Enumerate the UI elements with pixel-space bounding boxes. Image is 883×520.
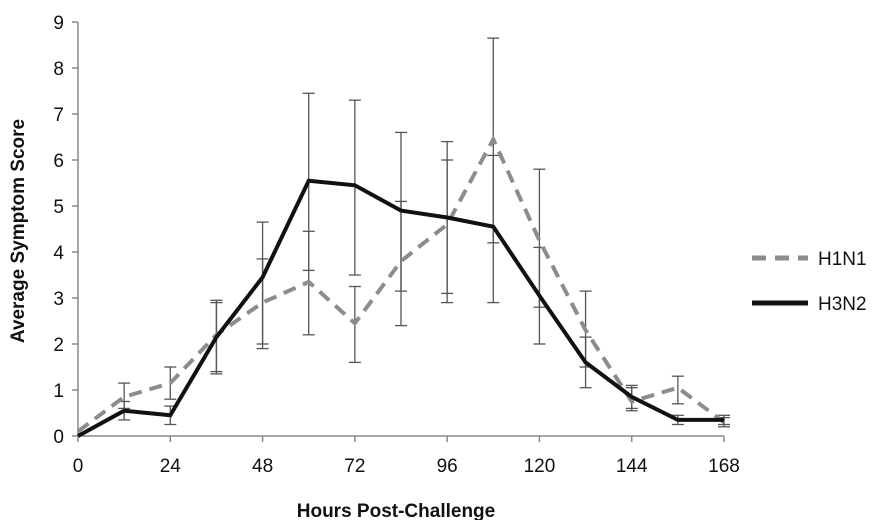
error-bar-h3n2 [348, 99, 361, 276]
x-tick-label: 144 [616, 456, 648, 477]
y-tick-label: 2 [53, 335, 64, 356]
error-bar-h1n1 [671, 375, 684, 405]
x-tick-label: 48 [252, 456, 273, 477]
error-bar-h3n2 [441, 159, 454, 295]
x-tick-label: 96 [437, 456, 458, 477]
error-bar-h3n2 [256, 221, 269, 345]
y-tick-label: 1 [53, 381, 64, 402]
y-tick-label: 9 [53, 13, 64, 34]
error-bar-h3n2 [395, 131, 407, 327]
y-axis-title: Average Symptom Score [8, 119, 29, 343]
x-tick-label: 72 [344, 456, 365, 477]
error-bars [118, 37, 730, 428]
y-tick-label: 3 [53, 289, 64, 310]
legend: H1N1 H3N2 [752, 249, 867, 315]
x-tick-label: 168 [708, 456, 740, 477]
series-lines [76, 134, 726, 438]
axes [72, 21, 725, 442]
y-tick-label: 4 [53, 243, 64, 264]
legend-label-h1n1: H1N1 [818, 249, 867, 270]
legend-label-h3n2: H3N2 [818, 294, 867, 315]
x-axis-title: Hours Post-Challenge [297, 501, 495, 520]
y-tick-label: 0 [53, 427, 64, 448]
x-tick-label: 120 [524, 456, 556, 477]
tick-labels: 0 1 2 3 4 5 6 7 8 9 0 24 48 72 96 120 144 168 [53, 13, 739, 477]
series-line-h1n1 [76, 134, 726, 434]
y-tick-label: 8 [53, 59, 64, 80]
y-tick-label: 6 [53, 151, 64, 172]
x-tick-label: 0 [73, 456, 84, 477]
y-tick-label: 5 [53, 197, 64, 218]
y-tick-label: 7 [53, 105, 64, 126]
x-tick-label: 24 [160, 456, 182, 477]
